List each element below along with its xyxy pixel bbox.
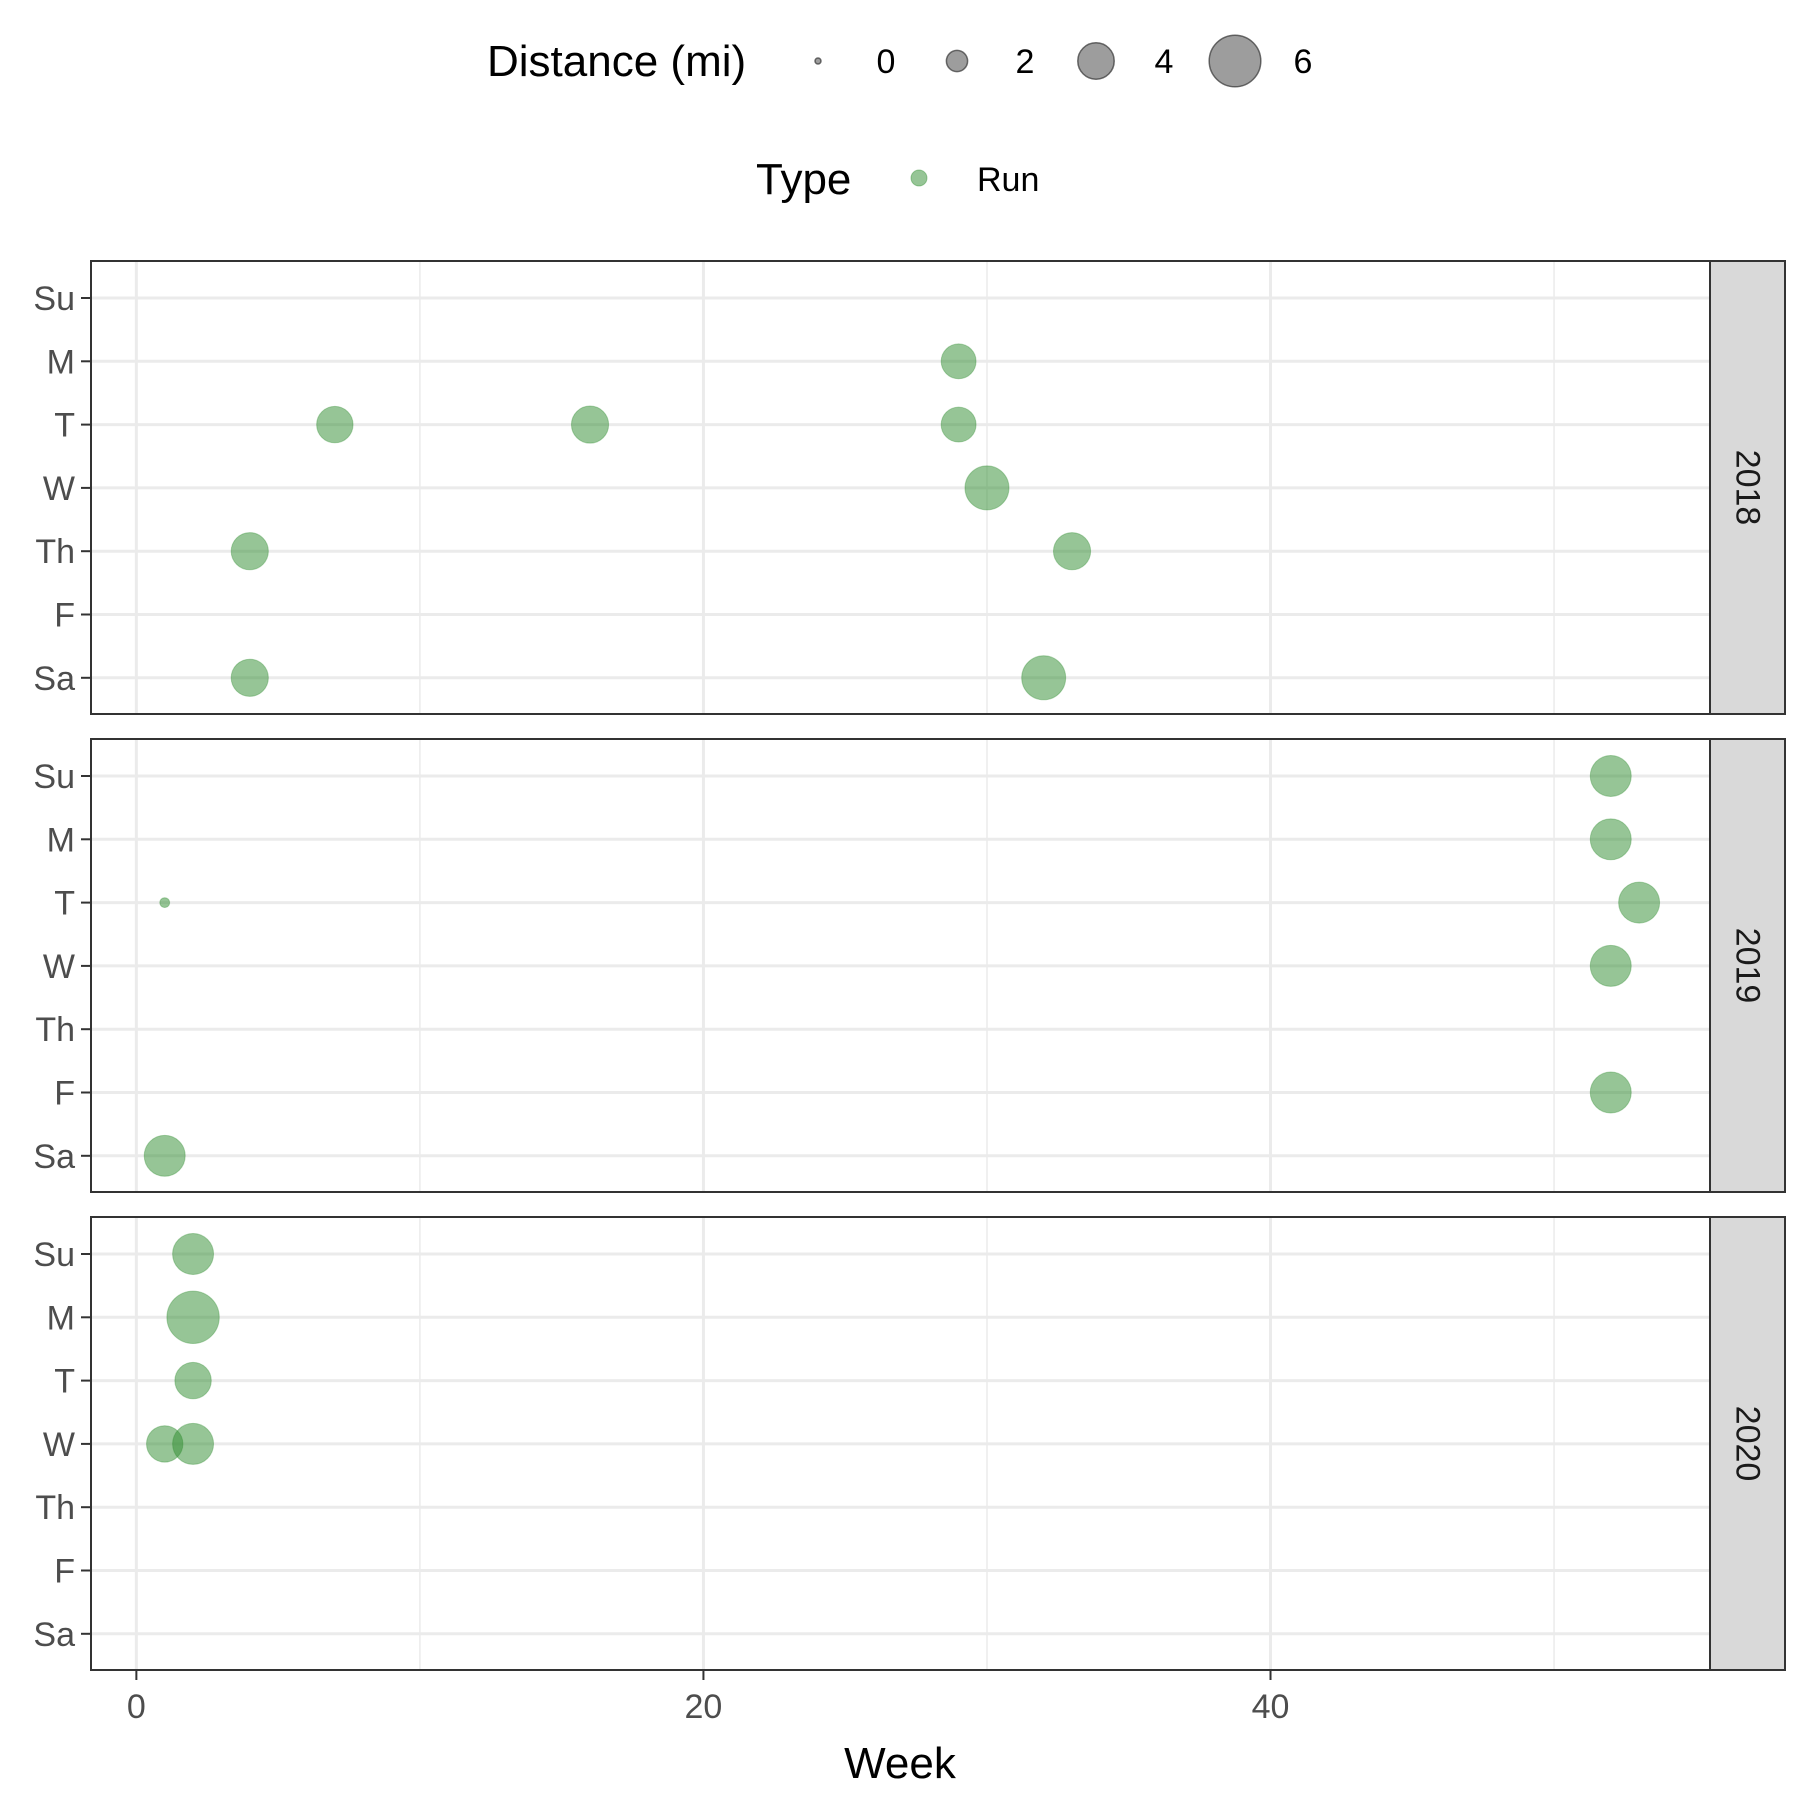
y-tick-label: Th [35,1489,75,1527]
y-tick-label: T [54,885,75,923]
y-tick-label: Sa [33,1616,75,1654]
y-tick-label: M [47,1299,75,1337]
data-point [159,897,171,908]
size-legend-label: 2 [1016,43,1035,81]
size-legend-label: 6 [1294,43,1313,81]
y-tick-label: W [43,470,75,508]
data-point [1589,818,1632,861]
data-point [1589,944,1632,987]
facet-strip [1709,260,1786,715]
facet-strip-label: 2020 [1729,1406,1767,1482]
y-tick-label: Th [35,533,75,571]
panel-2020: Su MTW Th F Sa 2020 [33,1216,1786,1671]
y-tick-label: W [43,948,75,986]
facet-strip [1709,1216,1786,1671]
panel-2019: Su MTW Th F Sa 2019 [33,738,1786,1193]
color-legend-title: Type [756,155,851,204]
panel-2018: Su MTW Th F Sa 2018 [33,260,1786,715]
y-tick-label: Su [33,1236,75,1274]
data-point [1589,1071,1632,1114]
data-point [143,1134,186,1177]
data-point [940,406,977,443]
data-point [1021,655,1067,701]
x-axis-label: Week [844,1739,957,1788]
size-legend-title: Distance (mi) [487,37,746,86]
x-tick-label: 0 [127,1688,146,1726]
y-tick-label: Th [35,1011,75,1049]
x-tick-label: 20 [685,1688,723,1726]
y-tick-label: F [54,597,75,635]
y-tick-label: T [54,1363,75,1401]
size-legend-key [945,49,969,73]
data-point [940,343,977,380]
data-point [316,405,354,444]
data-point [1618,881,1661,924]
x-tick-label: 40 [1252,1688,1290,1726]
y-tick-label: Su [33,280,75,318]
y-tick-label: F [54,1075,75,1113]
data-point [1052,532,1092,571]
data-point [174,1361,212,1400]
size-legend-key [1077,42,1115,80]
color-legend-label: Run [977,161,1039,199]
y-tick-label: T [54,407,75,445]
data-point [172,1233,215,1275]
facet-strip-label: 2018 [1729,450,1767,526]
y-tick-label: Su [33,758,75,796]
facet-strip-label: 2019 [1729,928,1767,1004]
data-point [230,658,269,697]
data-point [964,465,1010,511]
data-point [172,1422,215,1465]
y-tick-label: F [54,1553,75,1591]
size-legend-keys: 0 2 4 6 [814,34,1313,88]
y-tick-label: Sa [33,660,75,698]
data-point [570,405,610,444]
color-legend-keys: Run [910,161,1039,199]
y-tick-label: M [47,343,75,381]
data-point [166,1290,220,1344]
legend-area: Distance (mi) 0 2 4 6 Type Run [487,34,1313,204]
data-point [230,532,269,571]
size-legend-label: 0 [877,43,896,81]
x-axis: 0 20 40 [127,1670,1290,1726]
color-legend-key [910,169,928,187]
y-tick-label: W [43,1426,75,1464]
facet-panels: SuMTWThFSa2018SuMTWThFSa2019SuMTWThFSa20… [33,260,1786,1671]
size-legend-label: 4 [1155,43,1174,81]
y-tick-label: Sa [33,1138,75,1176]
facet-strip [1709,738,1786,1193]
y-tick-label: M [47,821,75,859]
data-point [1589,755,1632,797]
size-legend-key [1208,34,1262,88]
size-legend-key [814,57,822,65]
